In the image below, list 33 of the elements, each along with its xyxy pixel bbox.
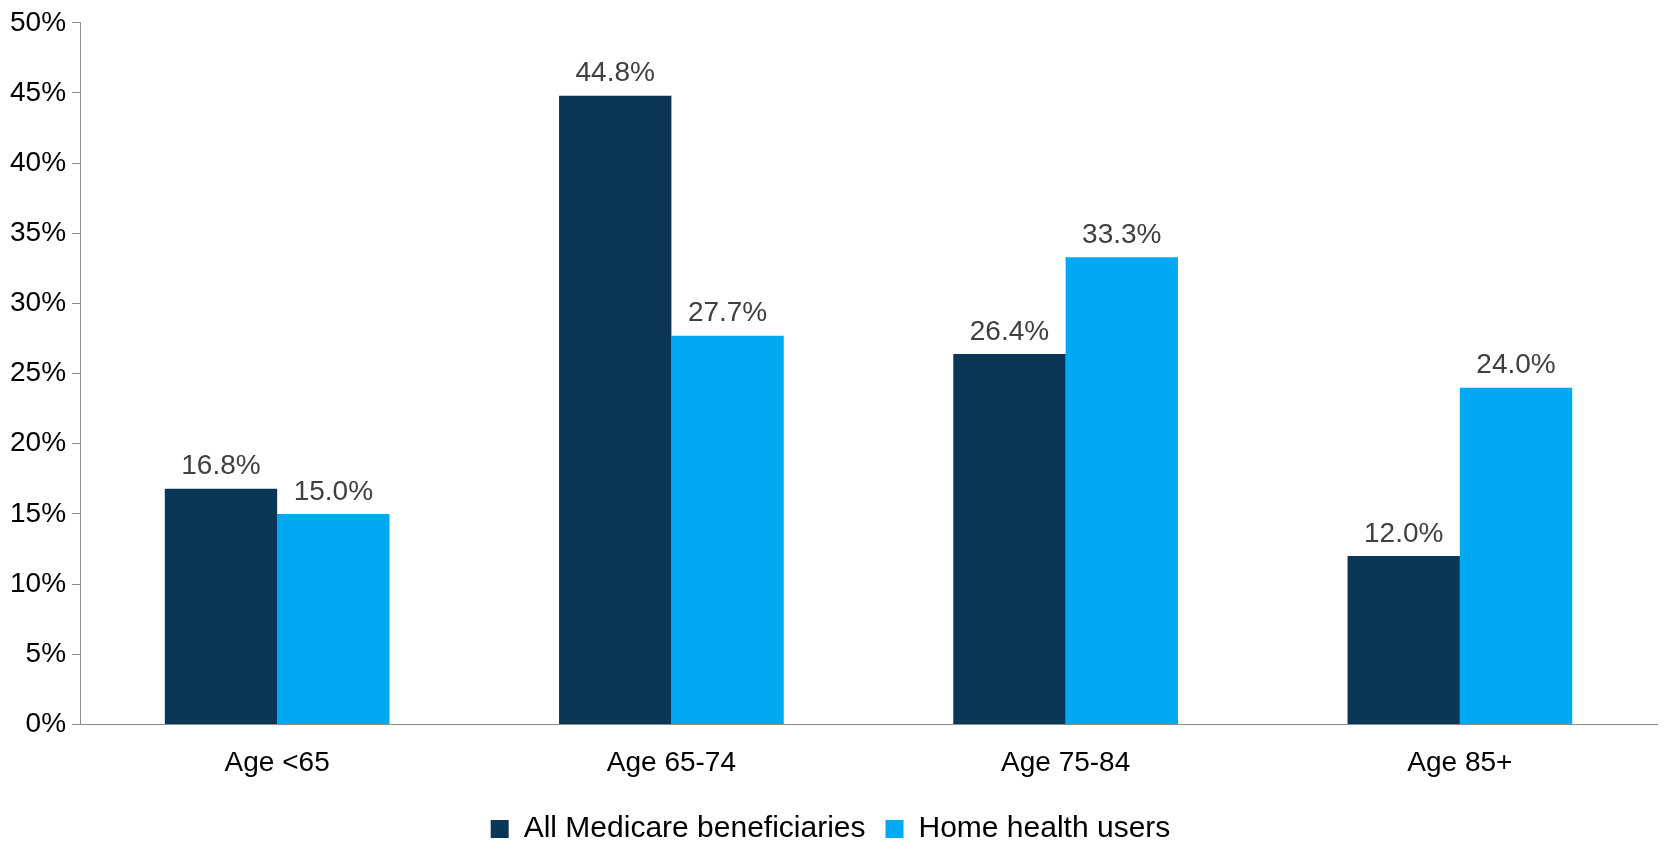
bar [671,335,784,724]
y-tick-label: 10% [9,566,67,598]
x-tick-label: Age <65 [224,745,330,777]
x-tick-label: Age 65-74 [606,745,737,777]
y-tick-label: 30% [9,286,67,318]
data-label: 16.8% [181,449,261,481]
bar [1347,556,1460,724]
y-tick-label: 40% [9,145,67,177]
y-tick-label: 20% [9,426,67,458]
data-label: 15.0% [293,474,374,506]
data-label: 24.0% [1476,348,1556,380]
y-tick-label: 15% [9,496,67,528]
data-label: 33.3% [1082,217,1162,249]
bar [1459,387,1573,724]
y-tick-label: 5% [25,636,67,668]
y-tick-label: 25% [9,356,67,388]
legend-label: All Medicare beneficiaries [523,810,866,844]
data-label: 12.0% [1364,516,1444,548]
bar [277,513,390,724]
data-label: 26.4% [969,314,1050,346]
y-tick-label: 45% [9,75,67,107]
bar [953,353,1066,724]
y-tick-label: 35% [9,216,67,247]
data-label: 44.8% [575,56,655,88]
y-tick-label: 0% [25,707,67,739]
bar [1065,257,1178,724]
y-tick-label: 50% [9,5,67,37]
x-tick-label: Age 85+ [1407,745,1513,777]
bar [559,95,672,724]
data-label: 27.7% [687,296,768,328]
bar [164,488,278,724]
x-tick-label: Age 75-84 [1001,745,1131,777]
legend-label: Home health users [918,810,1171,844]
